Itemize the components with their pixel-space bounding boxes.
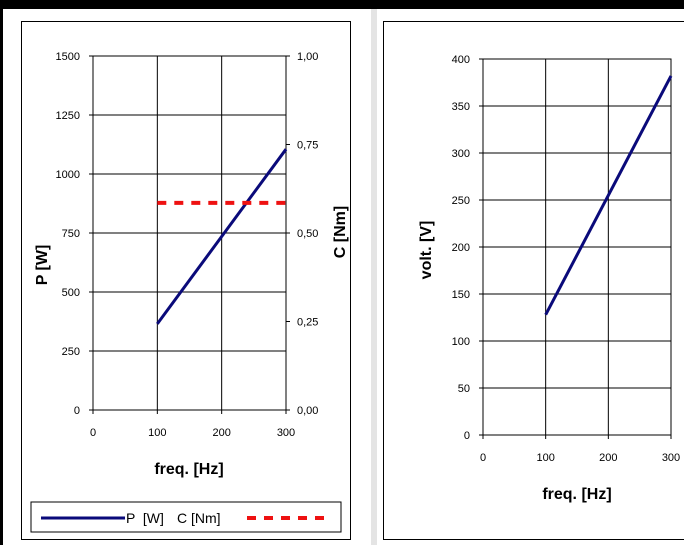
chart1-legend: P [W] C [Nm] [30,501,342,533]
chart2-y-tick-label: 100 [452,336,470,348]
chart1-gridlines [93,56,286,410]
chart1-y2-tick-label: 0,75 [297,140,318,152]
chart1-y-tick-label: 750 [62,228,80,240]
chart1-series [156,148,288,325]
chart1-y-axis-title: P [W] [34,245,51,286]
chart1-y-tick-label: 0 [74,405,80,417]
chart1-x-tick-label: 300 [277,427,295,439]
chart1-y2-tick-label: 0,50 [297,228,318,240]
legend-label-p: P [W] [126,510,164,526]
chart2-series [544,75,673,316]
chart1-y-tick-label: 1250 [56,110,80,122]
chart2-y-tick-label: 250 [452,195,470,207]
chart2: 0 100 200 300 0 50 100 150 200 250 300 350 400 freq.… [418,54,680,503]
chart2-tick-labels: 0 100 200 300 0 50 100 150 200 250 300 350 400 [452,54,681,464]
chart1-x-axis-title: freq. [Hz] [154,461,223,478]
chart1-x-tick-label: 200 [212,427,230,439]
chart2-y-tick-label: 300 [452,148,470,160]
chart1-y2-tick-label: 0,00 [297,405,318,417]
chart1-y2-tick-label: 0,25 [297,317,318,329]
chart1-y-tick-label: 250 [62,346,80,358]
chart1-tick-labels: 0 100 200 300 0 250 500 750 1000 1250 1500 0,00 0,25… [56,51,319,439]
chart1-y2-tick-label: 1,00 [297,51,318,63]
chart2-y-tick-label: 350 [452,101,470,113]
chart1-x-tick-label: 100 [148,427,166,439]
chart-panel-voltage [383,21,684,540]
chart2-y-tick-label: 150 [452,289,470,301]
legend-label-c: C [Nm] [177,510,221,526]
chart2-series-line-0 [544,75,673,316]
chart-panel-power-torque [21,21,351,540]
chart2-x-tick-label: 0 [480,452,486,464]
chart2-x-tick-label: 200 [599,452,617,464]
chart2-y-tick-label: 200 [452,242,470,254]
chart1-y-tick-label: 1000 [56,169,80,181]
chart2-x-tick-label: 100 [536,452,554,464]
chart2-x-axis-title: freq. [Hz] [542,486,611,503]
chart2-x-tick-label: 300 [662,452,680,464]
chart1-y2-axis-title: C [Nm] [332,206,349,258]
chart1-x-tick-label: 0 [90,427,96,439]
chart2-y-tick-label: 50 [458,383,470,395]
chart1: 0 100 200 300 0 250 500 750 1000 1250 1500 0,00 0,25… [30,51,349,533]
chart1-series-line-0 [156,148,288,325]
chart1-y-tick-label: 1500 [56,51,80,63]
chart2-y-tick-label: 400 [452,54,470,66]
chart1-y-tick-label: 500 [62,287,80,299]
chart2-gridlines [483,59,671,435]
chart2-y-axis-title: volt. [V] [418,221,435,280]
chart2-y-tick-label: 0 [464,430,470,442]
panel-divider [371,9,377,545]
top-border [0,0,684,9]
left-border [0,9,3,545]
